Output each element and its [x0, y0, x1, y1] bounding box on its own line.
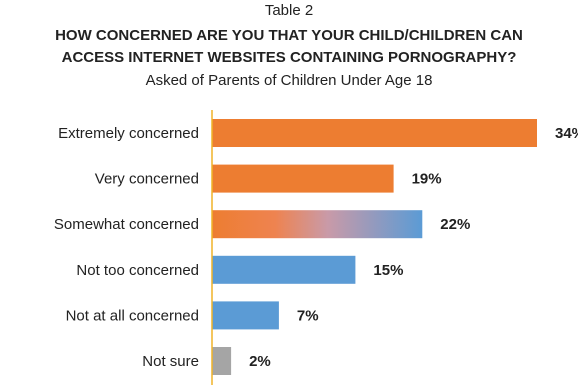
bar-extremely-concerned [212, 119, 537, 147]
category-label-somewhat-concerned: Somewhat concerned [54, 216, 199, 233]
chart-title-line-2: ACCESS INTERNET WEBSITES CONTAINING PORN… [61, 49, 517, 66]
value-label-somewhat-concerned: 22% [440, 216, 470, 233]
category-label-not-too-concerned: Not too concerned [76, 262, 199, 279]
chart-subtitle: Asked of Parents of Children Under Age 1… [145, 72, 433, 89]
category-labels: Extremely concerned Very concerned Somewha… [54, 125, 199, 370]
category-label-extremely-concerned: Extremely concerned [58, 125, 199, 142]
table-label: Table 2 [264, 2, 314, 19]
bar-somewhat-concerned [212, 210, 423, 239]
value-label-not-at-all-concerned: 7% [297, 307, 319, 324]
bar-not-sure [212, 347, 232, 375]
bar-not-at-all-concerned [212, 301, 279, 330]
value-label-not-too-concerned: 15% [373, 262, 403, 279]
bar-not-too-concerned [212, 255, 356, 284]
value-label-very-concerned: 19% [412, 171, 442, 188]
category-label-not-sure: Not sure [142, 353, 199, 370]
bar-very-concerned [212, 164, 394, 193]
bar-group [212, 119, 537, 375]
category-label-very-concerned: Very concerned [95, 171, 199, 188]
chart-title-line-1: HOW CONCERNED ARE YOU THAT YOUR CHILD/CH… [55, 27, 523, 44]
value-labels: 34% 19% 22% 15% 7% 2% [249, 125, 578, 370]
category-label-not-at-all-concerned: Not at all concerned [66, 307, 199, 324]
value-label-extremely-concerned: 34% [555, 125, 578, 142]
value-label-not-sure: 2% [249, 353, 271, 370]
